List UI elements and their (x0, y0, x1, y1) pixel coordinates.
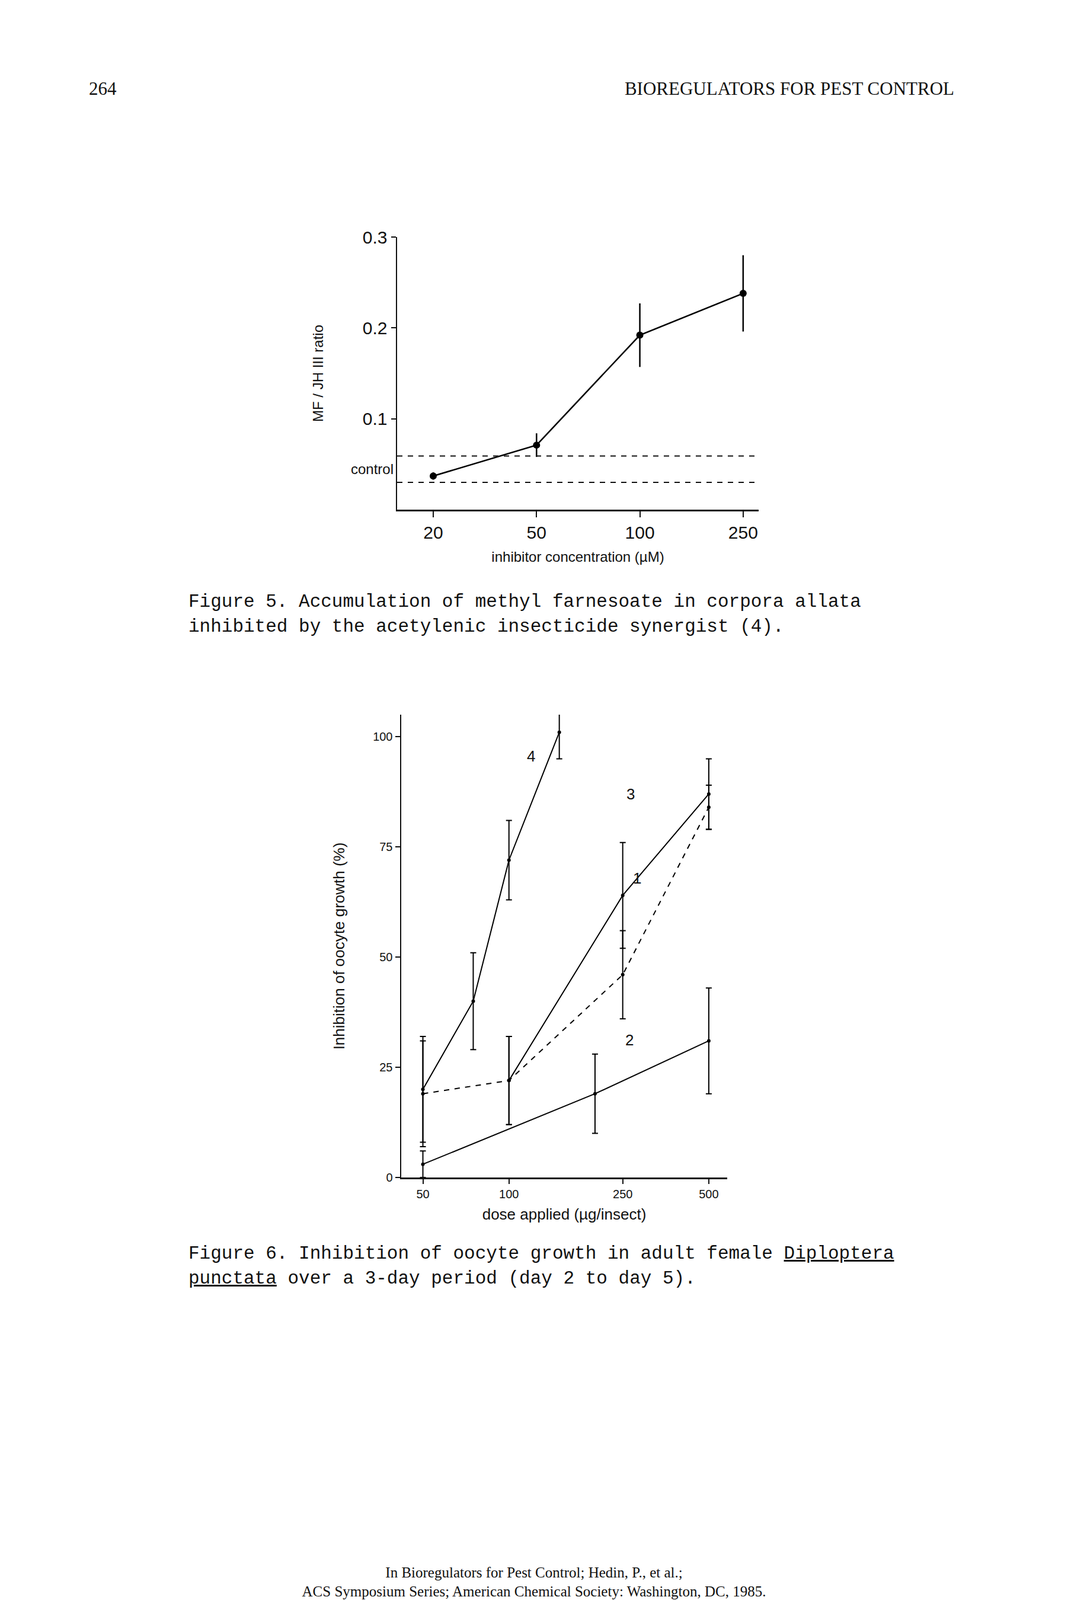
html-text:Figure 5. Accumulation of meth: Figure 5. Accumulation of methyl farneso… (188, 591, 862, 638)
svg-text:0: 0 (385, 1171, 393, 1185)
svg-text:inhibitor concentration (µM): inhibitor concentration (µM) (491, 548, 664, 565)
svg-text:dose applied (µg/insect): dose applied (µg/insect) (482, 1205, 647, 1224)
svg-text:250: 250 (728, 522, 759, 543)
html-text:BIOREGULATORS FOR PEST CONTROL: BIOREGULATORS FOR PEST CONTROL (624, 78, 955, 99)
svg-text:3: 3 (626, 785, 635, 804)
html-text:Figure 6. Inhibition of oocyte: Figure 6. Inhibition of oocyte growth in… (188, 1243, 895, 1290)
svg-text:50: 50 (526, 522, 547, 543)
svg-text:100: 100 (625, 522, 655, 543)
svg-text:500: 500 (698, 1187, 719, 1201)
svg-text:1: 1 (632, 869, 642, 888)
svg-text:control: control (350, 461, 394, 478)
svg-text:0.1: 0.1 (362, 408, 388, 429)
svg-text:75: 75 (379, 840, 393, 854)
svg-text:50: 50 (416, 1187, 430, 1201)
html-text:264: 264 (88, 78, 117, 99)
svg-text:100: 100 (499, 1187, 519, 1201)
html-text:In Bioregulators for Pest Cont: In Bioregulators for Pest Control; Hedin… (385, 1564, 683, 1581)
svg-text:2: 2 (625, 1031, 634, 1050)
svg-text:20: 20 (423, 522, 443, 543)
svg-text:MF / JH III ratio: MF / JH III ratio (309, 324, 326, 422)
svg-text:0.3: 0.3 (362, 227, 388, 248)
svg-text:100: 100 (372, 730, 393, 744)
svg-text:Inhibition of oocyte growth (%: Inhibition of oocyte growth (%) (330, 842, 348, 1051)
svg-text:50: 50 (379, 950, 393, 964)
svg-text:4: 4 (526, 747, 536, 766)
html-text:ACS Symposium Series; American: ACS Symposium Series; American Chemical … (301, 1583, 767, 1600)
svg-text:0.2: 0.2 (362, 318, 388, 338)
svg-text:250: 250 (612, 1187, 633, 1201)
svg-text:25: 25 (379, 1060, 393, 1074)
